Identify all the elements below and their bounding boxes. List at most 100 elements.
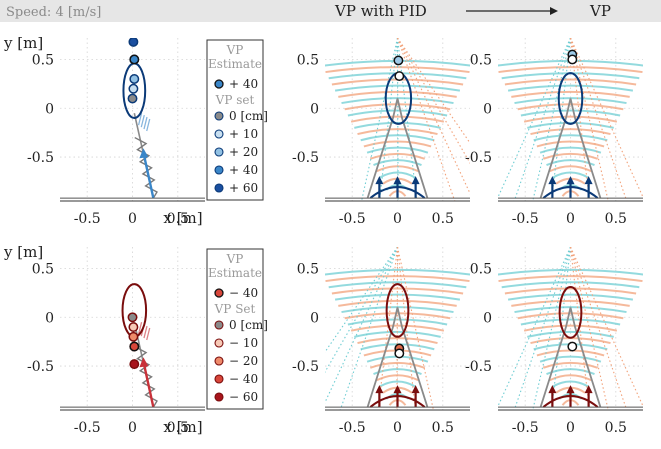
trail-mark — [146, 327, 151, 341]
fan-line — [396, 38, 418, 201]
arc-line — [507, 293, 634, 301]
vee-line — [366, 98, 429, 199]
fan-line — [498, 38, 572, 199]
force-arrow-head — [393, 385, 402, 394]
fan-line — [397, 38, 470, 195]
legend-marker — [214, 111, 224, 121]
panel-top-middle: -0.5 0 0.5 0.5 0 -0.5 — [292, 38, 470, 227]
x-tick-label: 0.5 — [167, 420, 189, 436]
legend-marker — [214, 183, 224, 193]
x-tick-label: 0.5 — [167, 211, 189, 227]
y-axis-label: y [m] — [3, 34, 43, 52]
uncertainty-ellipse — [385, 283, 410, 338]
y-tick-label: -0.5 — [465, 150, 492, 166]
legend-entry-label: − 60 — [229, 390, 258, 404]
y-tick-label: 0.5 — [32, 261, 54, 277]
legend-marker — [214, 356, 224, 366]
legend-entry-label: + 20 — [229, 145, 258, 159]
y-tick-label: 0.5 — [297, 52, 319, 68]
arc-line — [523, 115, 618, 123]
arc-line — [334, 293, 461, 301]
arc-line — [504, 78, 637, 86]
x-axis-label: x [m] — [163, 418, 202, 436]
arc-line — [357, 337, 438, 345]
data-point — [127, 93, 138, 104]
uncertainty-ellipse — [558, 286, 583, 339]
arc-line — [373, 159, 422, 166]
arc-line — [501, 281, 640, 289]
support-arc — [542, 395, 599, 408]
y-tick-label: 0 — [483, 310, 492, 326]
plot-area — [498, 38, 643, 201]
arc-line — [542, 152, 599, 160]
thrust-arrow-head — [139, 357, 149, 368]
y-tick-label: -0.5 — [292, 150, 319, 166]
title-right: VP — [589, 2, 611, 20]
legend-box — [206, 248, 264, 410]
arc-line — [498, 268, 643, 276]
y-tick-label: 0 — [45, 310, 54, 326]
y-tick-label: -0.5 — [465, 359, 492, 375]
legend-marker — [214, 129, 224, 139]
data-point — [129, 54, 140, 65]
legend-entry-label: − 20 — [229, 354, 258, 368]
thrust-arrow — [142, 360, 155, 408]
thrust-arrow — [142, 151, 155, 199]
arc-line — [350, 115, 445, 123]
y-tick-label: 0 — [45, 101, 54, 117]
data-point — [128, 83, 139, 94]
arc-line — [498, 66, 643, 74]
data-point — [393, 55, 404, 66]
arc-line — [546, 368, 595, 375]
fan-line — [532, 38, 572, 201]
x-tick-label: -0.5 — [512, 420, 539, 436]
trail-mark — [137, 321, 143, 335]
arc-line — [527, 330, 614, 338]
plot-area — [325, 38, 470, 201]
legend-estimate-label: − 40 — [229, 286, 258, 300]
fan-line — [377, 247, 399, 410]
uncertainty-ellipse — [557, 72, 584, 125]
y-tick-label: -0.5 — [27, 150, 54, 166]
data-point — [394, 348, 405, 359]
arc-line — [507, 84, 634, 92]
trail-mark — [140, 114, 145, 128]
arc-line — [533, 134, 608, 142]
force-arrow-head — [548, 385, 557, 394]
force-arrow-head — [584, 176, 593, 185]
legend-title-estimate: VP — [226, 43, 244, 57]
arc-line — [517, 103, 624, 111]
arc-line — [379, 171, 416, 179]
trail-mark — [146, 118, 151, 132]
x-tick-label: 0.5 — [605, 420, 627, 436]
force-arrow-head — [393, 176, 402, 185]
legend-marker — [214, 288, 224, 298]
arc-line — [511, 299, 630, 307]
vee-line — [366, 307, 429, 408]
data-point — [128, 322, 139, 332]
arc-line — [498, 275, 643, 283]
force-arrow-head — [375, 176, 384, 185]
arc-line — [536, 140, 605, 148]
arc-line — [338, 299, 457, 307]
y-tick-label: 0.5 — [32, 52, 54, 68]
trail-mark — [143, 116, 148, 130]
fan-line — [325, 247, 398, 404]
fan-line — [325, 247, 398, 374]
force-arrow-head — [584, 385, 593, 394]
x-tick-label: 0 — [128, 211, 137, 227]
legend-marker — [214, 374, 224, 384]
arc-line — [514, 306, 627, 314]
y-tick-label: 0 — [310, 101, 319, 117]
data-point — [129, 341, 140, 352]
y-tick-label: 0.5 — [470, 52, 492, 68]
arc-line — [363, 140, 432, 148]
fan-line — [550, 247, 572, 410]
y-tick-label: -0.5 — [27, 359, 54, 375]
arc-line — [369, 361, 426, 369]
arc-line — [549, 374, 592, 382]
spring-line — [134, 136, 158, 199]
